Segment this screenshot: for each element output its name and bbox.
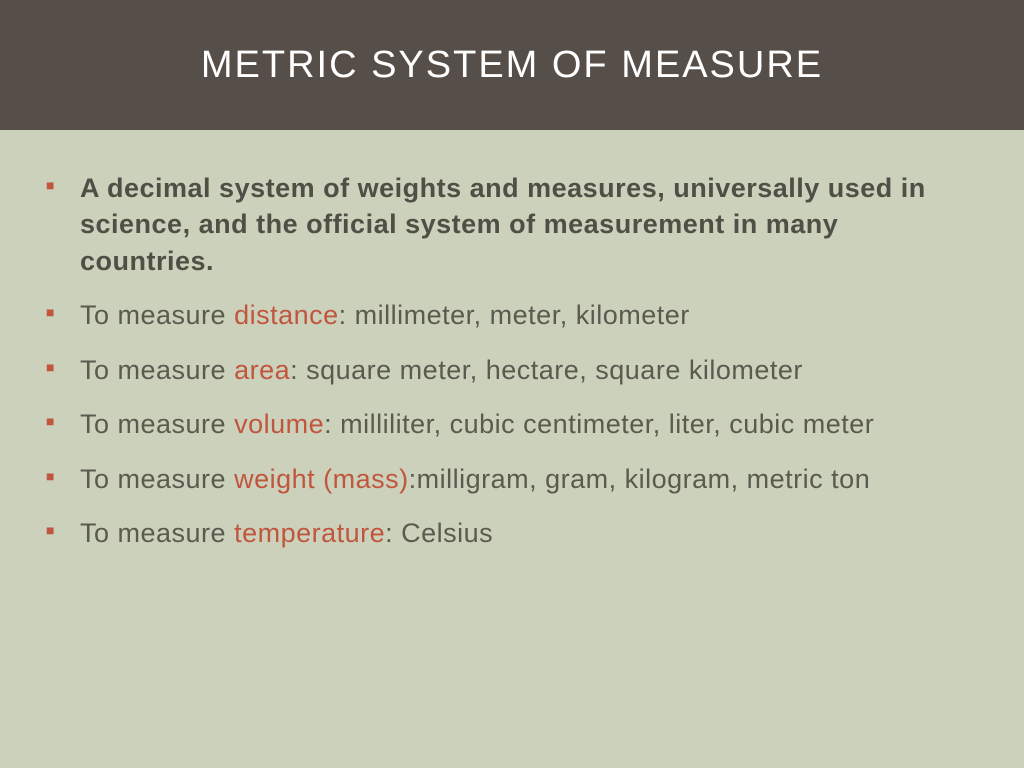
bullet-suffix: : Celsius [385, 518, 493, 548]
bullet-item: To measure area: square meter, hectare, … [80, 352, 964, 388]
bullet-suffix: : millimeter, meter, kilometer [339, 300, 690, 330]
bullet-highlight: distance [234, 300, 339, 330]
slide-title: METRIC SYSTEM OF MEASURE [201, 44, 823, 87]
bullet-prefix: To measure [80, 518, 234, 548]
bullet-highlight: area [234, 355, 290, 385]
bullet-item: To measure temperature: Celsius [80, 515, 964, 551]
bullet-prefix: To measure [80, 464, 234, 494]
bullet-prefix: To measure [80, 300, 234, 330]
slide-content: A decimal system of weights and measures… [0, 130, 1024, 552]
bullet-highlight: volume [234, 409, 324, 439]
bullet-suffix: : square meter, hectare, square kilomete… [290, 355, 803, 385]
slide-header: METRIC SYSTEM OF MEASURE [0, 0, 1024, 130]
bullet-text: A decimal system of weights and measures… [80, 173, 926, 276]
bullet-highlight: temperature [234, 518, 385, 548]
bullet-item: A decimal system of weights and measures… [80, 170, 964, 279]
bullet-item: To measure volume: milliliter, cubic cen… [80, 406, 964, 442]
bullet-item: To measure weight (mass):milligram, gram… [80, 461, 964, 497]
bullet-prefix: To measure [80, 355, 234, 385]
bullet-suffix: :milligram, gram, kilogram, metric ton [409, 464, 871, 494]
bullet-highlight: weight (mass) [234, 464, 409, 494]
bullet-prefix: To measure [80, 409, 234, 439]
bullet-item: To measure distance: millimeter, meter, … [80, 297, 964, 333]
bullet-suffix: : milliliter, cubic centimeter, liter, c… [324, 409, 874, 439]
